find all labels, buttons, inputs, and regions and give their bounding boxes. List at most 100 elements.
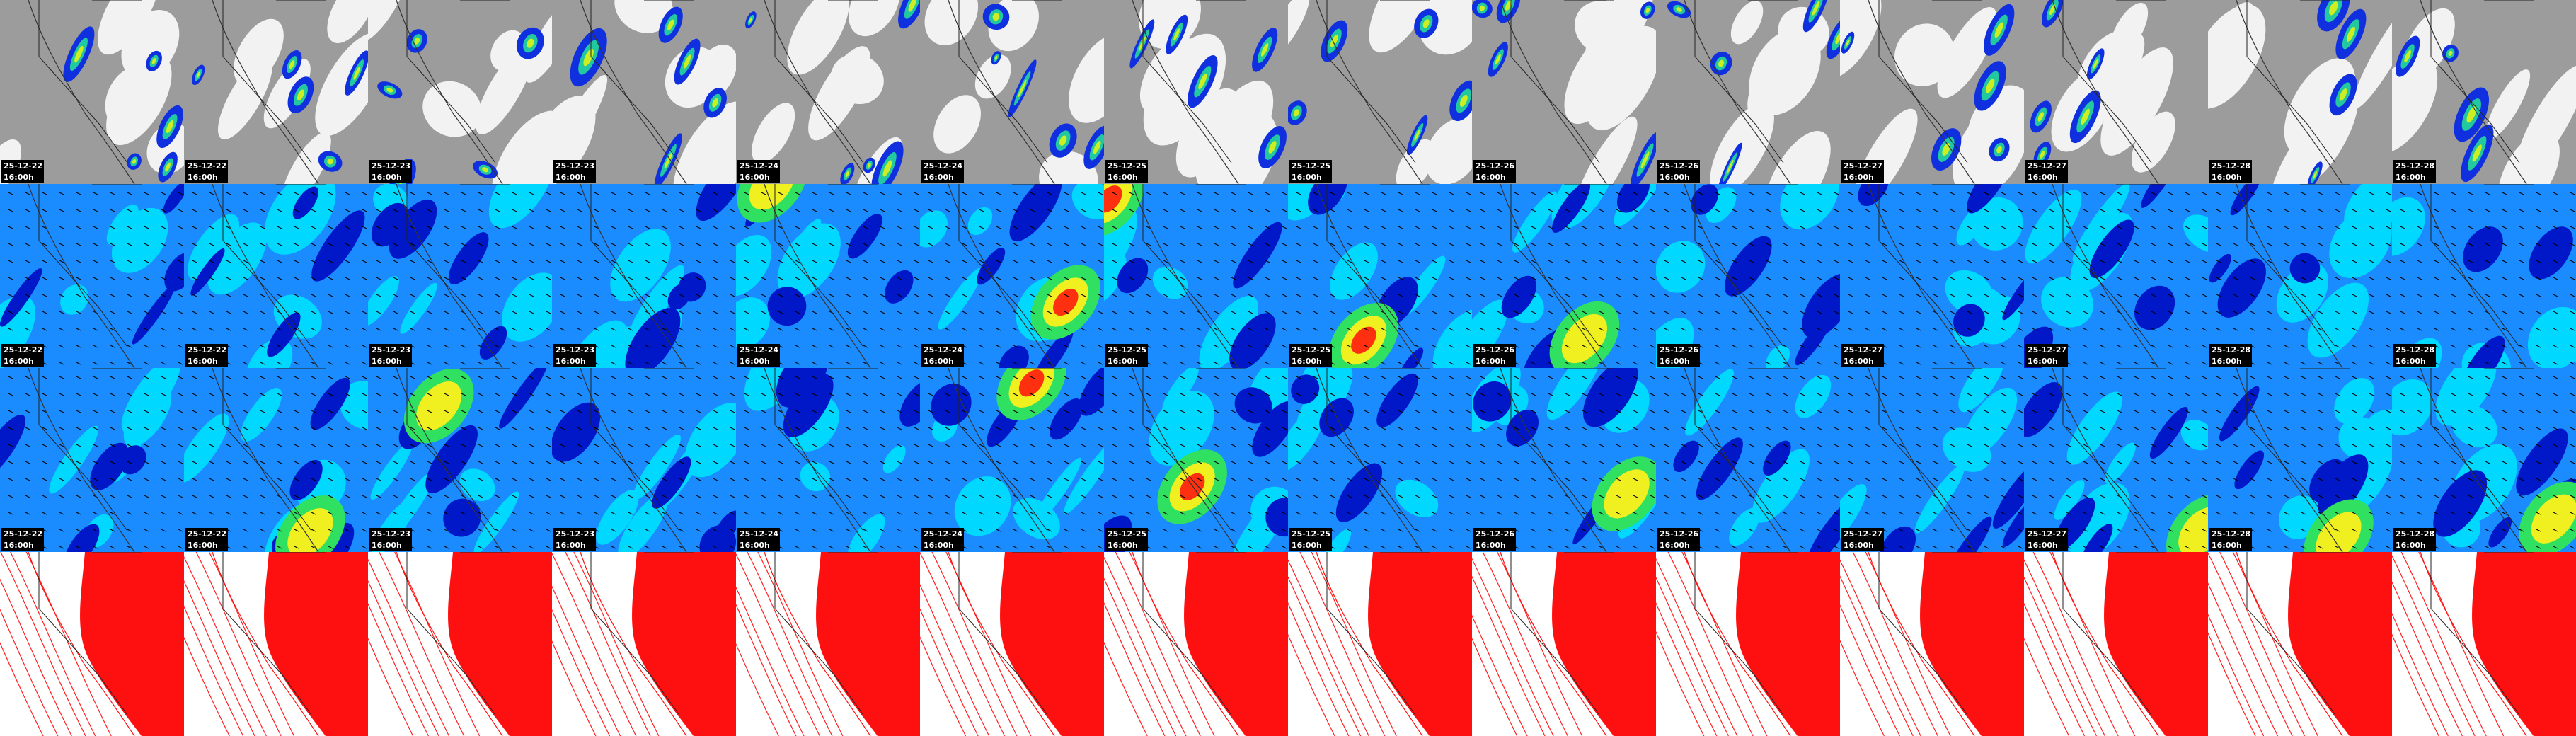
label-box xyxy=(1473,528,1516,551)
wind-arrow xyxy=(1783,345,1788,348)
wind-arrow xyxy=(1616,376,1621,379)
wind-arrow xyxy=(1163,192,1168,195)
wind-arrow xyxy=(2335,376,2340,379)
wind-arrow xyxy=(2151,192,2156,195)
wind-arrow xyxy=(1916,546,1921,549)
wind-arrow xyxy=(311,546,316,549)
wind-arrow xyxy=(1432,529,1437,532)
wind-arrow xyxy=(829,376,834,379)
wind-arrow xyxy=(1214,410,1219,413)
wind-arrow xyxy=(209,393,214,396)
wind-arrow xyxy=(393,277,398,280)
wind-arrow xyxy=(1950,410,1955,413)
wind-arrow xyxy=(410,376,415,379)
wind-arrow xyxy=(2083,311,2088,314)
wind-field xyxy=(977,247,1006,285)
wind-arrow xyxy=(1381,444,1386,447)
wind-arrow xyxy=(713,461,718,464)
wind-arrow xyxy=(2151,546,2156,549)
wind-arrow xyxy=(461,345,466,348)
wind-arrow xyxy=(2352,260,2357,263)
state-border xyxy=(590,184,694,347)
time-label: 16:00h xyxy=(372,357,402,366)
wind-arrow xyxy=(1248,243,1253,246)
wind-arrow xyxy=(2185,226,2190,229)
wind-field xyxy=(1291,374,1320,404)
wind-arrow xyxy=(1817,345,1822,348)
wind-arrow xyxy=(546,311,551,314)
state-border xyxy=(2246,184,2350,347)
wind-arrow xyxy=(2468,427,2473,430)
wind-arrow xyxy=(1330,512,1335,515)
wind-arrow xyxy=(495,260,500,263)
wind-arrow xyxy=(2100,226,2105,229)
wind-arrow xyxy=(127,226,132,229)
wind-arrow xyxy=(1364,461,1369,464)
wind-arrow xyxy=(1248,410,1253,413)
wind-arrow xyxy=(1047,376,1052,379)
wind-arrow xyxy=(1313,495,1318,498)
wind-arrow xyxy=(778,478,783,481)
wind-arrow xyxy=(1916,529,1921,532)
wind-arrow xyxy=(93,328,98,331)
wind-arrow xyxy=(1514,393,1519,396)
wind-arrow xyxy=(2284,328,2289,331)
wind-field xyxy=(1233,222,1282,289)
wind-arrow xyxy=(2570,328,2575,331)
wind-arrow xyxy=(679,529,684,532)
wind-arrow xyxy=(1749,410,1754,413)
wind-arrow xyxy=(1129,461,1134,464)
wind-arrow xyxy=(2352,427,2357,430)
wind-arrow xyxy=(914,328,919,331)
wind-arrow xyxy=(1834,546,1839,549)
wind-arrow xyxy=(645,243,650,246)
wind-arrow xyxy=(209,444,214,447)
map-cell xyxy=(2392,552,2576,736)
isobar xyxy=(1104,641,1148,736)
wind-arrow xyxy=(1214,362,1219,365)
wind-arrow xyxy=(461,461,466,464)
wind-arrow xyxy=(611,209,616,212)
wind-arrow xyxy=(1766,461,1771,464)
precip xyxy=(1718,59,1725,67)
wind-arrow xyxy=(1282,277,1287,280)
wind-arrow xyxy=(2451,410,2456,413)
wind-arrow xyxy=(1531,376,1536,379)
wind-arrow xyxy=(277,410,282,413)
wind-arrow xyxy=(1715,294,1720,297)
wind-arrow xyxy=(1783,444,1788,447)
isobar xyxy=(0,578,72,736)
wind-arrow xyxy=(2451,294,2456,297)
wind-arrow xyxy=(1616,512,1621,515)
wind-arrow xyxy=(1163,260,1168,263)
wind-arrow xyxy=(1749,192,1754,195)
wind-arrow xyxy=(1381,328,1386,331)
wind-arrow xyxy=(577,376,582,379)
wind-arrow xyxy=(1497,192,1502,195)
wind-arrow xyxy=(144,461,149,464)
wind-arrow xyxy=(1599,226,1604,229)
wind-arrow xyxy=(2318,243,2323,246)
wind-arrow xyxy=(2134,243,2139,246)
wind-arrow xyxy=(529,461,534,464)
wind-arrow xyxy=(2233,328,2238,331)
wind-arrow xyxy=(2083,461,2088,464)
land-mask xyxy=(80,552,184,736)
wind-arrow xyxy=(1313,478,1318,481)
precip xyxy=(2346,26,2355,42)
wind-arrow xyxy=(1180,260,1185,263)
wind-arrow xyxy=(880,345,885,348)
wind-arrow xyxy=(2267,478,2272,481)
wind-arrow xyxy=(2519,192,2524,195)
wind-arrow xyxy=(2185,461,2190,464)
wind-arrow xyxy=(1865,260,1870,263)
wind-arrow xyxy=(945,209,950,212)
wind-arrow xyxy=(761,376,766,379)
wind-arrow xyxy=(2134,478,2139,481)
wind-arrow xyxy=(696,192,701,195)
wind-field xyxy=(1501,275,1536,318)
wind-arrow xyxy=(645,393,650,396)
wind-arrow xyxy=(1531,410,1536,413)
